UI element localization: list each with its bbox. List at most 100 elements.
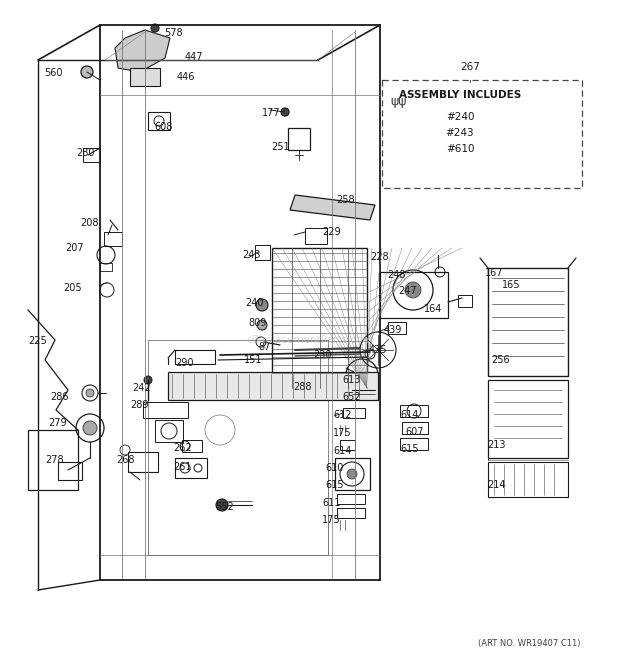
Text: 230: 230 <box>313 350 332 360</box>
Text: 165: 165 <box>502 280 521 290</box>
Text: 615: 615 <box>400 444 419 454</box>
Text: 613: 613 <box>342 375 360 385</box>
Text: 439: 439 <box>384 325 402 335</box>
Text: 286: 286 <box>50 392 68 402</box>
Bar <box>28 430 78 490</box>
Text: 151: 151 <box>244 355 262 365</box>
Bar <box>335 458 370 490</box>
Bar <box>337 494 365 504</box>
Bar <box>143 402 188 418</box>
Text: 167: 167 <box>485 268 503 278</box>
Text: 256: 256 <box>491 355 510 365</box>
Text: 225: 225 <box>28 336 46 346</box>
Text: #610: #610 <box>446 144 474 154</box>
Circle shape <box>81 66 93 78</box>
Bar <box>400 438 428 450</box>
Text: 213: 213 <box>487 440 505 450</box>
Text: 214: 214 <box>487 480 505 490</box>
Bar <box>255 245 270 260</box>
Text: 243: 243 <box>242 250 260 260</box>
Bar <box>382 80 582 188</box>
Text: 207: 207 <box>65 243 84 253</box>
Text: (ART NO. WR19407 C11): (ART NO. WR19407 C11) <box>477 639 580 648</box>
Text: 560: 560 <box>44 68 63 78</box>
Text: 578: 578 <box>164 28 183 38</box>
Bar <box>175 458 207 478</box>
Bar <box>458 295 472 307</box>
Text: 87: 87 <box>258 342 270 352</box>
Bar <box>402 422 428 434</box>
Text: 435: 435 <box>369 345 388 355</box>
Text: 262: 262 <box>173 443 192 453</box>
Bar <box>337 508 365 518</box>
Bar <box>288 128 310 150</box>
Text: 610: 610 <box>325 463 343 473</box>
Text: 247: 247 <box>398 286 417 296</box>
Text: 261: 261 <box>173 462 192 472</box>
Circle shape <box>83 421 97 435</box>
Circle shape <box>86 389 94 397</box>
Text: 251: 251 <box>271 142 290 152</box>
Text: 552: 552 <box>215 502 234 512</box>
Bar <box>168 372 378 400</box>
Bar <box>488 380 568 458</box>
Bar <box>488 462 568 497</box>
Bar <box>488 268 568 376</box>
Text: 240: 240 <box>245 298 264 308</box>
Text: 615: 615 <box>325 480 343 490</box>
Text: 809: 809 <box>248 318 267 328</box>
Bar <box>343 408 365 418</box>
Text: 164: 164 <box>424 304 443 314</box>
Bar <box>104 232 122 246</box>
Bar <box>272 248 367 388</box>
Text: 177: 177 <box>262 108 281 118</box>
Text: #240: #240 <box>446 112 474 122</box>
Bar <box>100 263 112 271</box>
Bar <box>175 350 215 364</box>
Text: 248: 248 <box>387 270 405 280</box>
Circle shape <box>281 108 289 116</box>
Polygon shape <box>115 30 170 72</box>
Circle shape <box>144 376 152 384</box>
Text: 290: 290 <box>175 358 193 368</box>
Text: 607: 607 <box>405 427 423 437</box>
Text: 611: 611 <box>322 498 340 508</box>
Text: 447: 447 <box>185 52 203 62</box>
Bar <box>388 322 406 334</box>
Text: 228: 228 <box>370 252 389 262</box>
Circle shape <box>257 320 267 330</box>
Bar <box>58 462 82 480</box>
Bar <box>83 148 100 162</box>
Bar <box>130 68 160 86</box>
Text: 258: 258 <box>336 195 355 205</box>
Bar <box>305 228 327 244</box>
Text: 279: 279 <box>48 418 66 428</box>
Text: eReplacementParts.com: eReplacementParts.com <box>247 335 373 345</box>
Text: 446: 446 <box>177 72 195 82</box>
Bar <box>400 405 428 417</box>
Bar <box>380 272 448 318</box>
Bar <box>155 420 183 442</box>
Text: 612: 612 <box>333 410 352 420</box>
Text: 289: 289 <box>130 400 149 410</box>
Text: #243: #243 <box>446 128 474 138</box>
Circle shape <box>216 499 228 511</box>
Text: 229: 229 <box>322 227 340 237</box>
Text: 614: 614 <box>400 410 419 420</box>
Text: 278: 278 <box>45 455 64 465</box>
Bar <box>148 340 328 555</box>
Text: 208: 208 <box>80 218 99 228</box>
Text: 652: 652 <box>342 392 361 402</box>
Text: 268: 268 <box>116 455 135 465</box>
Bar <box>182 440 202 452</box>
Bar <box>340 440 355 450</box>
Text: 175: 175 <box>333 428 352 438</box>
Text: 288: 288 <box>293 382 311 392</box>
Circle shape <box>405 282 421 298</box>
Circle shape <box>151 24 159 32</box>
Text: ψψ: ψψ <box>390 95 407 108</box>
Circle shape <box>347 469 357 479</box>
Text: ASSEMBLY INCLUDES: ASSEMBLY INCLUDES <box>399 90 521 100</box>
Bar <box>128 452 158 472</box>
Text: 242: 242 <box>132 383 151 393</box>
